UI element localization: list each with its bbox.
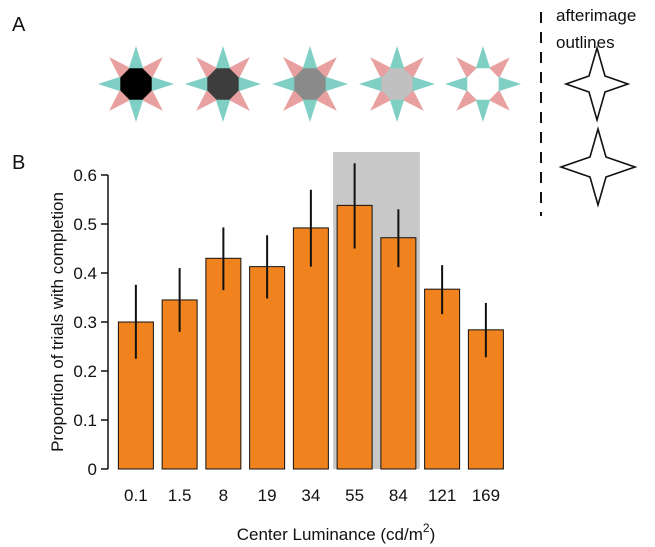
x-tick-label: 34 <box>301 486 320 505</box>
bar-19 <box>249 266 286 470</box>
star-ray-teal <box>445 74 474 94</box>
y-tick-label: 0.4 <box>73 264 97 283</box>
x-axis-title: Center Luminance (cd/m2) <box>237 521 436 544</box>
panel-label-b: B <box>12 152 26 174</box>
x-tick-label: 1.5 <box>168 486 192 505</box>
bar-34 <box>292 227 329 470</box>
star-ray-teal <box>126 93 146 122</box>
y-ticks-group: 0 0.1 0.2 0.3 0.4 0.5 0.6 <box>73 166 108 479</box>
star-ray-teal <box>473 46 493 75</box>
star-ray-teal <box>145 74 174 94</box>
x-tick-label: 55 <box>345 486 364 505</box>
star-ray-teal <box>232 74 261 94</box>
star-ray-teal <box>473 93 493 122</box>
y-axis-title: Proportion of trials with completion <box>48 192 67 452</box>
bar-chart: 0 0.1 0.2 0.3 0.4 0.5 0.6 0.1 1.5 8 19 34 55 84 121 16… <box>48 152 504 544</box>
bar-84 <box>380 237 417 470</box>
star-center-4 <box>381 68 413 100</box>
x-tick-label: 169 <box>472 486 500 505</box>
x-title-main: Center Luminance (cd/m <box>237 525 423 544</box>
star-ray-teal <box>300 93 320 122</box>
bars-group <box>117 204 504 470</box>
bar-8 <box>205 257 242 470</box>
star-ray-teal <box>213 93 233 122</box>
afterimage-outline-star-top <box>563 45 631 123</box>
star-ray-teal <box>319 74 348 94</box>
legend-afterimage-label: afterimage <box>556 6 637 25</box>
star-ray-teal <box>300 46 320 75</box>
star-ray-teal <box>272 74 301 94</box>
star-center-2 <box>207 68 239 100</box>
star-ray-teal <box>213 46 233 75</box>
error-bars-group <box>134 163 487 359</box>
legend-outlines-label: outlines <box>556 33 615 52</box>
star-center-1 <box>120 68 152 100</box>
y-tick-label: 0.3 <box>73 313 97 332</box>
bar-121 <box>424 288 461 470</box>
panel-label-a: A <box>12 14 26 36</box>
star-ray-teal <box>406 74 435 94</box>
y-tick-label: 0.5 <box>73 215 97 234</box>
x-tick-label: 121 <box>428 486 456 505</box>
star-ray-teal <box>98 74 127 94</box>
stimulus-stars <box>98 46 521 122</box>
star-ray-teal <box>185 74 214 94</box>
x-tick-label: 0.1 <box>124 486 148 505</box>
x-tick-label: 8 <box>219 486 228 505</box>
afterimage-outline-star-bottom <box>558 126 638 208</box>
y-tick-label: 0.2 <box>73 362 97 381</box>
bar-55 <box>336 204 373 470</box>
x-ticks-group: 0.1 1.5 8 19 34 55 84 121 169 <box>124 486 500 505</box>
star-ray-teal <box>387 46 407 75</box>
star-center-3 <box>294 68 326 100</box>
star-ray-teal <box>492 74 521 94</box>
star-center-5 <box>467 68 499 100</box>
x-tick-label: 19 <box>258 486 277 505</box>
y-tick-label: 0.1 <box>73 411 97 430</box>
star-ray-teal <box>126 46 146 75</box>
x-tick-label: 84 <box>389 486 408 505</box>
star-ray-teal <box>387 93 407 122</box>
x-title-close: ) <box>430 525 436 544</box>
x-title-superscript: 2 <box>423 521 430 535</box>
star-ray-teal <box>359 74 388 94</box>
y-tick-label: 0.6 <box>73 166 97 185</box>
y-tick-label: 0 <box>88 460 97 479</box>
